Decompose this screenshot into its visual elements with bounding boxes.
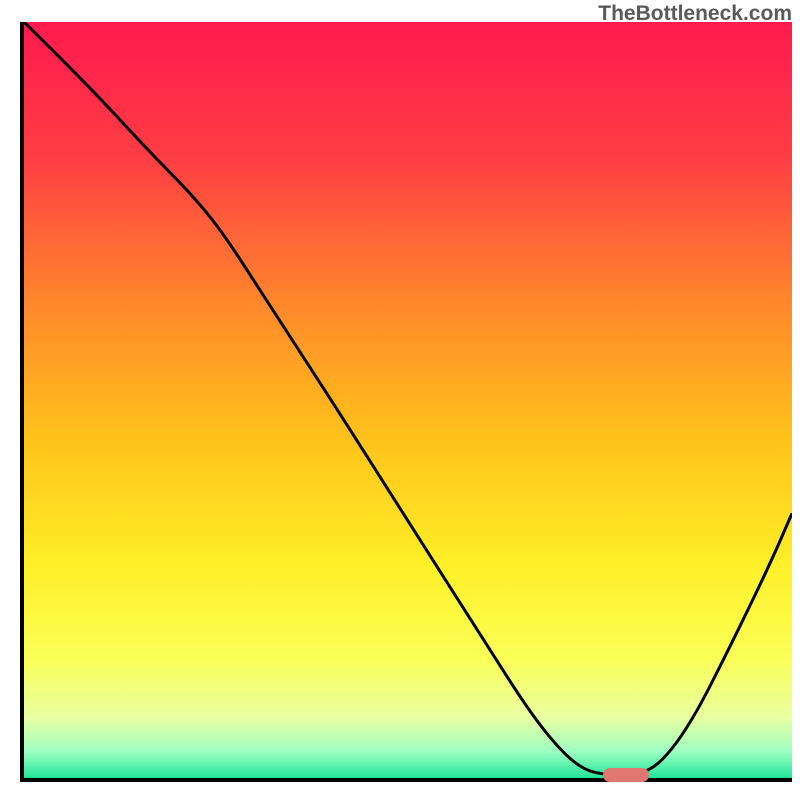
curve-layer — [24, 22, 792, 778]
optimal-marker — [603, 768, 649, 782]
bottleneck-chart — [20, 22, 792, 782]
bottleneck-curve — [24, 22, 792, 775]
watermark-text: TheBottleneck.com — [598, 2, 792, 26]
